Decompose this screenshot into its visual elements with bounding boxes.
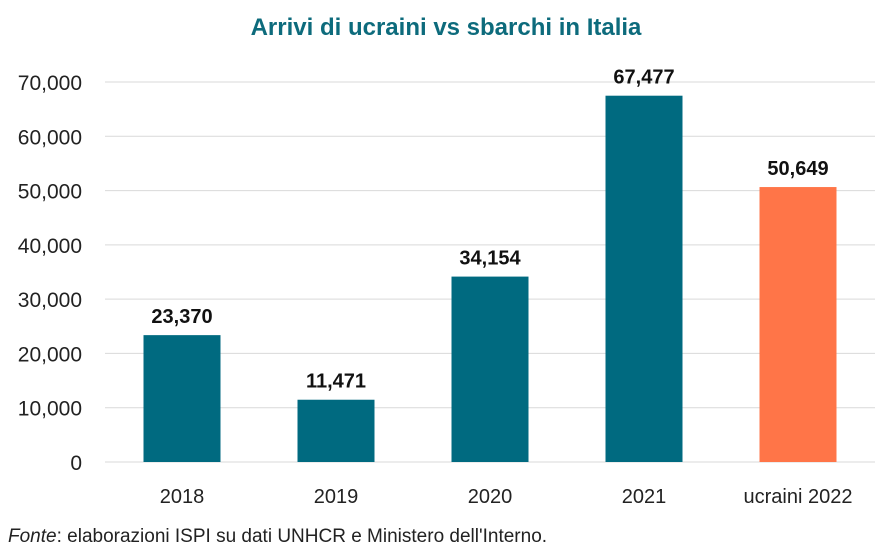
bar	[143, 335, 221, 462]
data-label: 23,370	[151, 306, 212, 328]
x-axis-ticks: 2018 2019 2020 2021 ucraini 2022	[160, 486, 853, 508]
y-tick-label: 40,000	[18, 235, 82, 258]
y-tick-label: 30,000	[18, 289, 82, 312]
y-tick-label: 0	[70, 452, 82, 475]
x-tick-label: 2021	[622, 486, 667, 508]
bar	[605, 95, 683, 462]
bar	[297, 399, 375, 462]
data-label: 67,477	[613, 67, 674, 89]
x-tick-label: 2019	[314, 486, 359, 508]
x-tick-label: ucraini 2022	[744, 486, 853, 508]
bar-chart: 0 10,000 20,000 30,000 40,000 50,000 60,000 70,…	[18, 67, 875, 508]
bar	[759, 187, 837, 462]
data-label: 50,649	[767, 158, 828, 180]
y-tick-label: 20,000	[18, 343, 82, 366]
source-prefix: Fonte	[8, 526, 57, 547]
y-axis-ticks: 0 10,000 20,000 30,000 40,000 50,000 60,000 70,…	[18, 72, 82, 475]
data-labels: 23,370 11,471 34,154 67,477 50,649	[151, 67, 828, 393]
data-label: 11,471	[306, 371, 366, 393]
bars	[143, 95, 837, 462]
x-tick-label: 2020	[468, 486, 513, 508]
source-note: Fonte: elaborazioni ISPI su dati UNHCR e…	[8, 526, 547, 548]
data-label: 34,154	[459, 248, 521, 270]
y-tick-label: 50,000	[18, 181, 82, 204]
source-text: : elaborazioni ISPI su dati UNHCR e Mini…	[56, 526, 548, 547]
chart-title: Arrivi di ucraini vs sbarchi in Italia	[250, 14, 642, 41]
y-tick-label: 10,000	[18, 398, 82, 421]
y-tick-label: 70,000	[18, 72, 82, 95]
x-tick-label: 2018	[160, 486, 205, 508]
bar	[451, 276, 529, 462]
y-tick-label: 60,000	[18, 126, 82, 149]
